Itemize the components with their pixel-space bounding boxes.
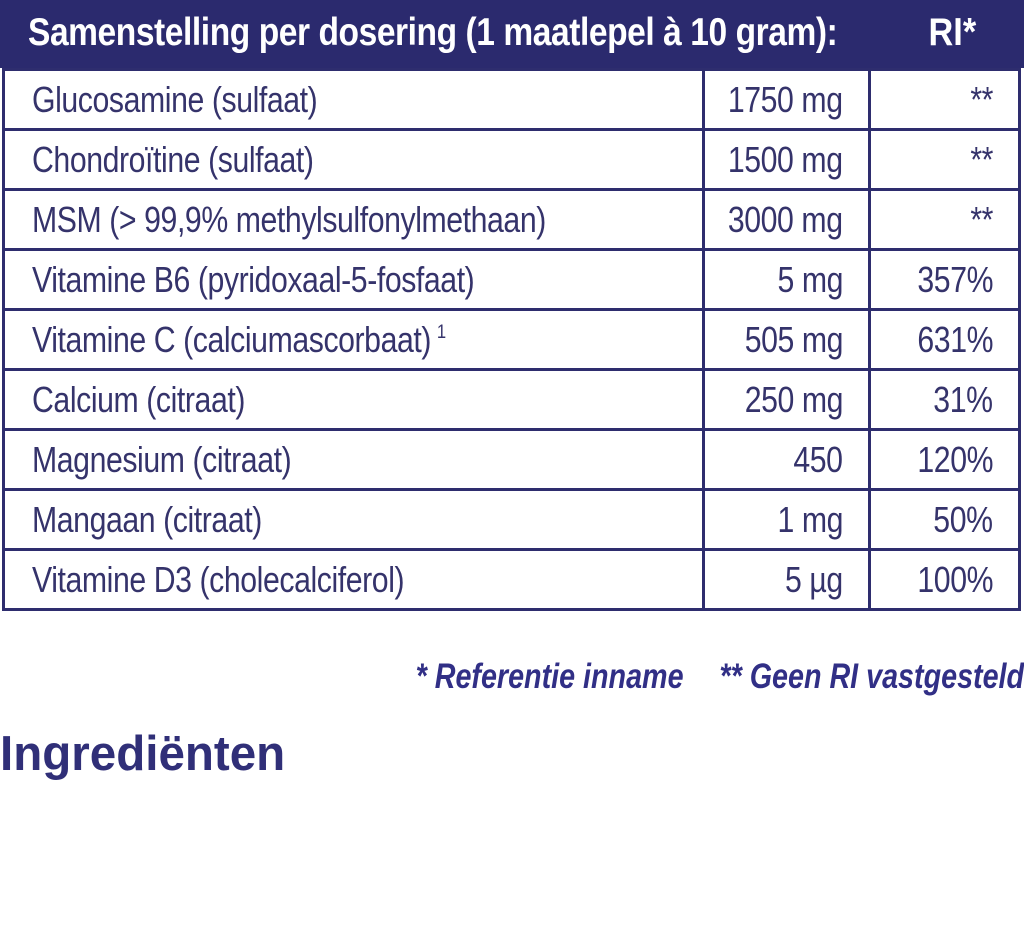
table-row: MSM (> 99,9% methylsulfonylmethaan) 3000… — [5, 188, 1018, 248]
table-row: Vitamine C (calciumascorbaat) 1 505 mg 63… — [5, 308, 1018, 368]
ingredient-amount: 1 mg — [702, 491, 868, 548]
ingredient-ri: 31% — [868, 371, 1018, 428]
ingredients-section-heading: Ingrediënten — [0, 727, 286, 781]
ingredient-amount: 250 mg — [702, 371, 868, 428]
ingredient-ri: 120% — [868, 431, 1018, 488]
ingredient-amount: 5 mg — [702, 251, 868, 308]
table-row: Calcium (citraat) 250 mg 31% — [5, 368, 1018, 428]
table-row: Vitamine D3 (cholecalciferol) 5 µg 100% — [5, 548, 1018, 608]
ingredient-name: Vitamine C (calciumascorbaat) 1 — [32, 318, 446, 360]
ingredient-name: Mangaan (citraat) — [32, 498, 262, 540]
ingredient-name: Calcium (citraat) — [32, 378, 245, 420]
ingredient-ri: 50% — [868, 491, 1018, 548]
ingredient-ri: ** — [868, 71, 1018, 128]
ingredient-ri: 631% — [868, 311, 1018, 368]
ingredient-name: Glucosamine (sulfaat) — [32, 78, 318, 120]
table-row: Chondroïtine (sulfaat) 1500 mg ** — [5, 128, 1018, 188]
ri-column-header: RI* — [928, 11, 976, 55]
ingredient-amount: 505 mg — [702, 311, 868, 368]
table-row: Glucosamine (sulfaat) 1750 mg ** — [5, 71, 1018, 128]
table-row: Magnesium (citraat) 450 120% — [5, 428, 1018, 488]
composition-table-header: Samenstelling per dosering (1 maatlepel … — [0, 0, 1024, 68]
footnote-reference-intake: * Referentie inname — [415, 657, 684, 696]
ingredient-ri: 357% — [868, 251, 1018, 308]
ingredient-amount: 5 µg — [702, 551, 868, 608]
ingredient-amount: 1500 mg — [702, 131, 868, 188]
footnote-superscript: 1 — [436, 320, 446, 343]
ingredient-amount: 1750 mg — [702, 71, 868, 128]
table-row: Vitamine B6 (pyridoxaal-5-fosfaat) 5 mg … — [5, 248, 1018, 308]
ingredient-ri: ** — [868, 131, 1018, 188]
ingredient-amount: 450 — [702, 431, 868, 488]
ingredient-name: Chondroïtine (sulfaat) — [32, 138, 314, 180]
ingredient-name: MSM (> 99,9% methylsulfonylmethaan) — [32, 198, 546, 240]
table-row: Mangaan (citraat) 1 mg 50% — [5, 488, 1018, 548]
ingredient-ri: ** — [868, 191, 1018, 248]
composition-table: Glucosamine (sulfaat) 1750 mg ** Chondro… — [2, 68, 1021, 611]
table-title: Samenstelling per dosering (1 maatlepel … — [28, 11, 838, 55]
ingredient-amount: 3000 mg — [702, 191, 868, 248]
ingredient-name: Vitamine D3 (cholecalciferol) — [32, 558, 405, 600]
ingredient-ri: 100% — [868, 551, 1018, 608]
footnote-no-ri: ** Geen RI vastgesteld — [719, 657, 1024, 696]
footnote: * Referentie inname ** Geen RI vastgeste… — [0, 653, 1024, 701]
ingredient-name: Vitamine B6 (pyridoxaal-5-fosfaat) — [32, 258, 475, 300]
ingredient-name: Magnesium (citraat) — [32, 438, 292, 480]
